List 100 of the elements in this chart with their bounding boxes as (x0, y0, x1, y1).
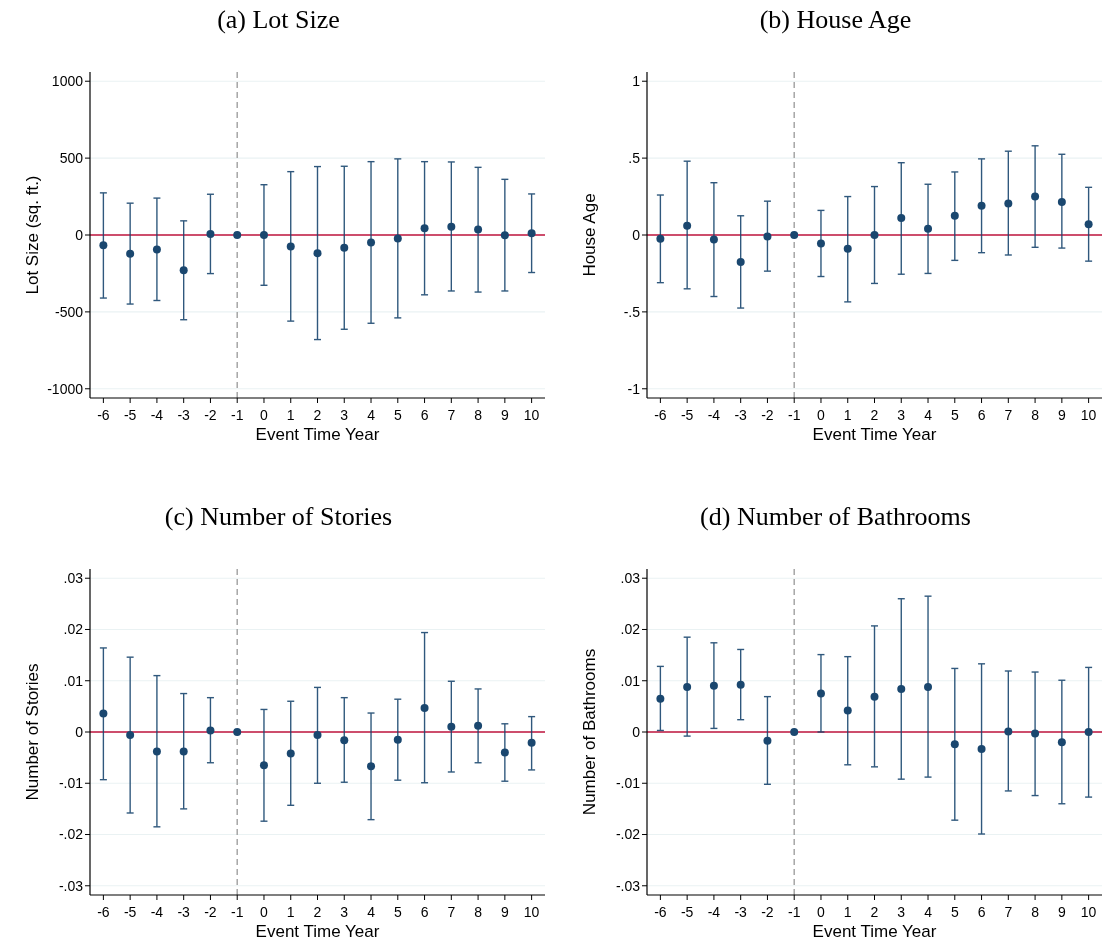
y-tick-label: .02 (63, 621, 84, 638)
x-tick-label: 3 (897, 407, 906, 423)
x-tick-label: -1 (230, 407, 244, 423)
point (99, 709, 108, 718)
point (1057, 738, 1066, 747)
x-tick-label: 7 (1004, 904, 1013, 920)
x-tick-label: -5 (123, 407, 137, 423)
point (683, 682, 692, 691)
point (709, 235, 718, 244)
y-axis-title: Number of Stories (23, 663, 42, 801)
point (924, 224, 933, 233)
point (1031, 192, 1040, 201)
y-tick-label: .01 (620, 672, 641, 689)
x-tick-label: 10 (523, 407, 540, 423)
x-tick-label: 8 (1031, 407, 1040, 423)
x-axis-title: Event Time Year (812, 922, 937, 941)
point (656, 234, 665, 243)
point (233, 728, 242, 736)
x-tick-label: 0 (260, 407, 269, 423)
y-tick-label: .03 (620, 570, 641, 587)
point (179, 747, 188, 756)
point (259, 761, 268, 770)
x-tick-label: -4 (707, 904, 721, 920)
x-tick-label: -5 (680, 904, 694, 920)
point (843, 244, 852, 253)
x-tick-label: 3 (340, 407, 349, 423)
point (420, 224, 429, 233)
point (790, 231, 799, 239)
point (897, 214, 906, 223)
point (340, 736, 349, 745)
x-tick-label: 10 (1080, 407, 1097, 423)
point (870, 231, 879, 239)
point (736, 680, 745, 689)
x-tick-label: -6 (97, 407, 110, 423)
y-tick-label: -500 (54, 303, 84, 320)
chart-title: (c) Number of Stories (164, 502, 393, 531)
point (1004, 727, 1013, 736)
x-tick-label: -6 (654, 904, 667, 920)
point (816, 239, 825, 248)
x-tick-label: 2 (313, 904, 322, 920)
point (950, 211, 959, 220)
x-tick-label: 5 (393, 407, 402, 423)
x-axis-title: Event Time Year (812, 425, 937, 444)
x-tick-label: -1 (230, 904, 244, 920)
x-tick-label: -1 (787, 904, 801, 920)
point (683, 221, 692, 230)
point (126, 249, 135, 258)
point (977, 201, 986, 210)
point (500, 748, 509, 757)
point (152, 747, 161, 756)
y-tick-label: .03 (63, 570, 84, 587)
point (1031, 729, 1040, 738)
x-tick-label: 5 (950, 407, 959, 423)
x-tick-label: 10 (523, 904, 540, 920)
x-tick-label: 6 (977, 904, 986, 920)
x-tick-label: 1 (286, 407, 295, 423)
point (1004, 199, 1013, 208)
x-tick-label: 6 (420, 407, 429, 423)
x-tick-label: 1 (286, 904, 295, 920)
x-axis-title: Event Time Year (255, 425, 380, 444)
y-axis-title: Number of Bathrooms (580, 648, 599, 816)
x-tick-label: 4 (924, 904, 933, 920)
point (447, 222, 456, 231)
point (897, 684, 906, 693)
x-tick-label: -2 (204, 904, 217, 920)
x-tick-label: 6 (977, 407, 986, 423)
point (870, 692, 879, 701)
x-tick-label: 9 (500, 407, 509, 423)
point (99, 241, 108, 250)
y-axis-title: House Age (580, 193, 599, 277)
point (286, 242, 295, 251)
point (1084, 220, 1093, 229)
point (367, 238, 376, 247)
point (527, 229, 536, 238)
x-tick-label: -6 (97, 904, 110, 920)
point (736, 257, 745, 266)
x-tick-label: -2 (204, 407, 217, 423)
x-tick-label: -5 (123, 904, 137, 920)
point (1057, 197, 1066, 206)
y-tick-label: -.03 (615, 877, 641, 894)
x-tick-label: 3 (897, 904, 906, 920)
x-tick-label: 7 (1004, 407, 1013, 423)
point (393, 234, 402, 243)
x-tick-label: -3 (734, 904, 748, 920)
x-tick-label: 0 (260, 904, 269, 920)
x-tick-label: -4 (150, 407, 164, 423)
point (152, 245, 161, 254)
point (313, 731, 322, 740)
point (367, 762, 376, 771)
x-tick-label: 4 (924, 407, 933, 423)
x-tick-label: 7 (447, 407, 456, 423)
point (233, 231, 242, 239)
x-tick-label: 4 (367, 904, 376, 920)
point (709, 681, 718, 690)
x-tick-label: 9 (1057, 904, 1066, 920)
y-tick-label: -.5 (623, 303, 641, 320)
point (206, 229, 215, 238)
y-tick-label: 0 (75, 226, 84, 243)
y-tick-label: .5 (628, 150, 641, 167)
x-tick-label: -4 (150, 904, 164, 920)
